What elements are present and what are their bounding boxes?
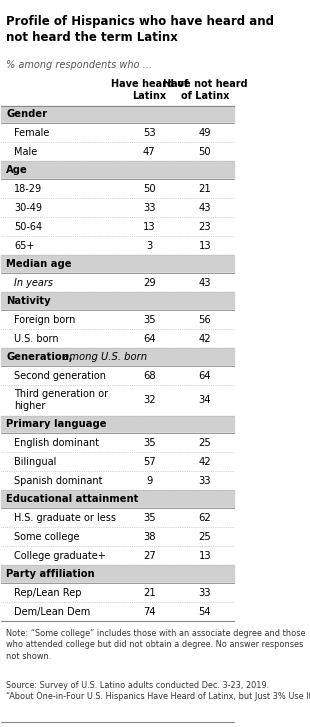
Text: 62: 62 — [199, 513, 211, 523]
Text: 35: 35 — [143, 315, 155, 325]
Text: Gender: Gender — [6, 110, 47, 119]
Text: Spanish dominant: Spanish dominant — [14, 476, 103, 486]
Text: Age: Age — [6, 165, 28, 175]
Bar — [1, 161, 234, 180]
Bar — [1, 433, 234, 452]
Bar — [1, 491, 234, 508]
Bar — [1, 527, 234, 547]
Text: Bilingual: Bilingual — [14, 457, 56, 467]
Bar — [1, 452, 234, 471]
Bar — [1, 142, 234, 161]
Text: 35: 35 — [143, 513, 155, 523]
Bar — [1, 583, 234, 602]
Text: Nativity: Nativity — [6, 296, 51, 306]
Text: 18-29: 18-29 — [14, 184, 42, 194]
Bar — [1, 236, 234, 255]
Text: 21: 21 — [143, 587, 156, 598]
Text: English dominant: English dominant — [14, 438, 99, 448]
Bar — [1, 217, 234, 236]
Text: Median age: Median age — [6, 260, 72, 269]
Text: 13: 13 — [143, 222, 155, 232]
Text: 33: 33 — [199, 587, 211, 598]
Text: 9: 9 — [146, 476, 152, 486]
Text: 64: 64 — [143, 334, 155, 344]
Bar — [1, 124, 234, 142]
Bar — [1, 566, 234, 583]
Bar — [1, 105, 234, 124]
Text: 33: 33 — [143, 203, 155, 213]
Text: In years: In years — [14, 278, 53, 288]
Text: 56: 56 — [199, 315, 211, 325]
Text: Some college: Some college — [14, 532, 80, 542]
Text: Foreign born: Foreign born — [14, 315, 76, 325]
Text: 38: 38 — [143, 532, 155, 542]
Bar — [1, 416, 234, 433]
Bar — [1, 471, 234, 491]
Text: Third generation or
higher: Third generation or higher — [14, 389, 108, 411]
Text: 25: 25 — [199, 438, 211, 448]
Text: Female: Female — [14, 128, 50, 138]
Text: H.S. graduate or less: H.S. graduate or less — [14, 513, 116, 523]
Text: 53: 53 — [143, 128, 155, 138]
Bar — [1, 602, 234, 622]
Text: 32: 32 — [143, 395, 155, 405]
Text: Dem/Lean Dem: Dem/Lean Dem — [14, 607, 91, 616]
Text: 54: 54 — [199, 607, 211, 616]
Text: among U.S. born: among U.S. born — [60, 352, 147, 362]
Text: 68: 68 — [143, 371, 155, 380]
Bar — [1, 255, 234, 273]
Text: 21: 21 — [199, 184, 211, 194]
Text: 64: 64 — [199, 371, 211, 380]
Text: 43: 43 — [199, 278, 211, 288]
Bar — [1, 292, 234, 310]
Text: 13: 13 — [199, 551, 211, 561]
Text: 23: 23 — [199, 222, 211, 232]
Text: Have not heard
of Latinx: Have not heard of Latinx — [163, 79, 247, 101]
Text: 30-49: 30-49 — [14, 203, 42, 213]
Text: 50: 50 — [143, 184, 155, 194]
Bar — [1, 385, 234, 416]
Text: Profile of Hispanics who have heard and
not heard the term Latinx: Profile of Hispanics who have heard and … — [6, 15, 274, 44]
Text: Rep/Lean Rep: Rep/Lean Rep — [14, 587, 82, 598]
Bar — [1, 508, 234, 527]
Text: 49: 49 — [199, 128, 211, 138]
Text: 25: 25 — [199, 532, 211, 542]
Text: Male: Male — [14, 147, 38, 157]
Text: 27: 27 — [143, 551, 156, 561]
Text: 42: 42 — [199, 334, 211, 344]
Bar — [1, 547, 234, 566]
Text: 47: 47 — [143, 147, 155, 157]
Text: 50: 50 — [199, 147, 211, 157]
Text: U.S. born: U.S. born — [14, 334, 59, 344]
Bar — [1, 366, 234, 385]
Text: 43: 43 — [199, 203, 211, 213]
Bar — [1, 180, 234, 198]
Text: 35: 35 — [143, 438, 155, 448]
Text: Have heard of
Latinx: Have heard of Latinx — [110, 79, 188, 101]
Text: Party affiliation: Party affiliation — [6, 569, 95, 579]
Text: 13: 13 — [199, 241, 211, 251]
Text: Second generation: Second generation — [14, 371, 106, 380]
Text: 74: 74 — [143, 607, 155, 616]
Bar — [1, 329, 234, 348]
Text: 57: 57 — [143, 457, 156, 467]
Text: 42: 42 — [199, 457, 211, 467]
Text: 33: 33 — [199, 476, 211, 486]
Text: College graduate+: College graduate+ — [14, 551, 106, 561]
Text: 3: 3 — [146, 241, 152, 251]
Bar — [1, 198, 234, 217]
Text: Primary language: Primary language — [6, 419, 107, 430]
Bar — [1, 273, 234, 292]
Text: 50-64: 50-64 — [14, 222, 42, 232]
Text: 34: 34 — [199, 395, 211, 405]
Bar — [1, 310, 234, 329]
Text: Note: “Some college” includes those with an associate degree and those who atten: Note: “Some college” includes those with… — [6, 629, 306, 661]
Text: Generation,: Generation, — [6, 352, 73, 362]
Text: % among respondents who ...: % among respondents who ... — [6, 60, 152, 70]
Text: Educational attainment: Educational attainment — [6, 494, 139, 505]
Text: Source: Survey of U.S. Latino adults conducted Dec. 3-23, 2019.
“About One-in-Fo: Source: Survey of U.S. Latino adults con… — [6, 681, 310, 702]
Text: 29: 29 — [143, 278, 156, 288]
Bar — [1, 348, 234, 366]
Text: 65+: 65+ — [14, 241, 34, 251]
